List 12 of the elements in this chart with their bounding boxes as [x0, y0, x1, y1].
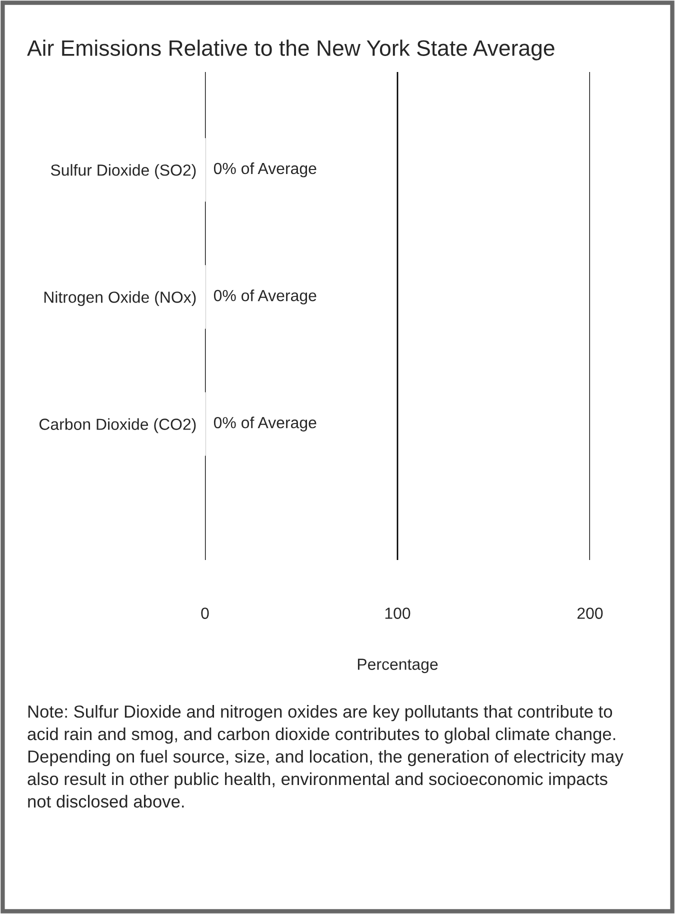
x-tick-label: 100 [385, 608, 410, 619]
y-tick-label: Nitrogen Oxide (NOx) [44, 291, 196, 306]
data-label: 0% of Average [214, 416, 316, 432]
y-tick-label: Sulfur Dioxide (SO2) [50, 164, 196, 179]
x-tick-label: 0 [201, 608, 209, 619]
data-label: 0% of Average [214, 162, 316, 178]
chart-title: Air Emissions Relative to the New York State Average [27, 40, 554, 60]
x-axis-title: Percentage [358, 658, 438, 674]
y-tick-label: Carbon Dioxide (CO2) [39, 418, 196, 434]
data-label: 0% of Average [214, 290, 316, 304]
x-tick-label: 200 [577, 608, 603, 619]
text: Note: Sulfur Dioxide and nitrogen oxides are key pollutants that contribute to acid rain and smog, and carbon dioxide contributes to global climate change. Depending on fuel source, size, and location, the generation of electricity may also result in other public health, environmental and socioeconomic impacts not disclosed above. [28, 705, 624, 808]
